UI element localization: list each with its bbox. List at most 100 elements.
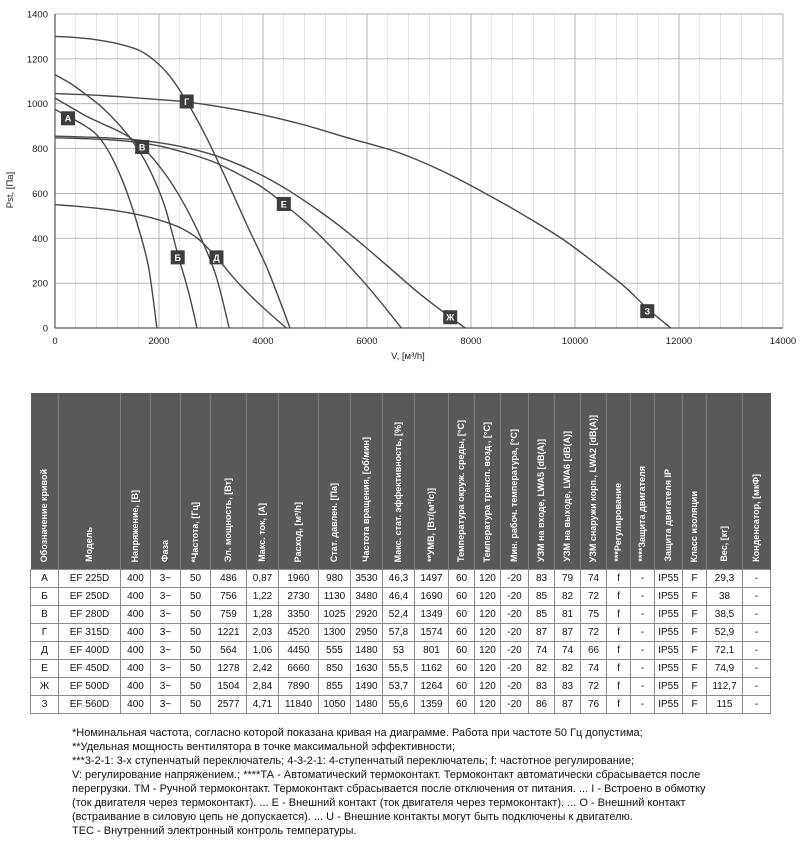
- table-row: З EF 560D 400 3~ 50 2577 4,71 11840 1050 1480 55,6…: [30, 695, 771, 714]
- y-tick-label: 600: [32, 189, 48, 200]
- column-header: Класс изоляции: [682, 393, 707, 570]
- table-cell: 1349: [414, 605, 449, 624]
- table-cell: 1504: [210, 677, 247, 696]
- table-cell: 2,84: [246, 677, 279, 696]
- svg-text:Е: Е: [281, 199, 287, 209]
- table-cell: 120: [474, 569, 501, 588]
- x-tick-label: 0: [52, 336, 57, 347]
- table-cell: EF 400D: [58, 641, 121, 660]
- table-cell: 3530: [350, 569, 383, 588]
- table-cell: 1497: [414, 569, 449, 588]
- table-cell: 1050: [318, 695, 351, 714]
- curve-label-В: В: [135, 140, 150, 155]
- table-cell: 1690: [414, 587, 449, 606]
- table-cell: 120: [474, 677, 501, 696]
- column-header: Напряжение, [В]: [120, 393, 151, 570]
- table-cell: f: [606, 569, 631, 588]
- table-cell: -20: [500, 605, 529, 624]
- table-cell: 4450: [278, 641, 319, 660]
- column-header: Конденсатор, [мкФ]: [742, 393, 771, 570]
- spec-table-container: Обозначение кривой Модель Напряжение, [В] Ф…: [30, 393, 771, 714]
- table-cell: 2950: [350, 623, 383, 642]
- table-cell: 1162: [414, 659, 449, 678]
- column-header-label: Температура трансп. возд., [°C]: [482, 421, 492, 562]
- table-cell: EF 225D: [58, 569, 121, 588]
- svg-text:Ж: Ж: [445, 313, 455, 323]
- table-cell: IP55: [654, 587, 683, 606]
- column-header-label: Макс. стат. эффективность, [%]: [393, 421, 403, 562]
- y-axis-label: Pst, [Па]: [5, 172, 16, 208]
- table-cell: 756: [210, 587, 247, 606]
- table-cell: 7890: [278, 677, 319, 696]
- table-cell: 83: [528, 569, 555, 588]
- table-cell: 3~: [150, 641, 181, 660]
- table-cell: 74: [528, 641, 555, 660]
- column-header-label: Стат. давлен. [Па]: [329, 482, 339, 562]
- x-tick-label: 6000: [356, 336, 377, 347]
- table-cell: Ж: [30, 677, 59, 696]
- table-cell: EF 250D: [58, 587, 121, 606]
- table-cell: -: [630, 659, 655, 678]
- curve-В: [54, 97, 230, 329]
- table-cell: -: [630, 677, 655, 696]
- table-cell: 52,9: [706, 623, 743, 642]
- column-header-label: Мин. рабоч. температура, [°C]: [509, 428, 519, 562]
- table-cell: 1025: [318, 605, 351, 624]
- column-header-label: *Частота, [Гц]: [190, 501, 200, 562]
- table-cell: EF 560D: [58, 695, 121, 714]
- table-cell: 50: [180, 605, 211, 624]
- table-cell: -20: [500, 641, 529, 660]
- table-cell: 83: [528, 677, 555, 696]
- svg-text:Г: Г: [184, 97, 189, 107]
- column-header: **УМВ, [Вт/(м³/с)]: [414, 393, 449, 570]
- table-cell: 120: [474, 659, 501, 678]
- table-cell: 1480: [350, 695, 383, 714]
- table-cell: 83: [554, 677, 581, 696]
- table-cell: EF 500D: [58, 677, 121, 696]
- table-cell: 4,71: [246, 695, 279, 714]
- column-header: Стат. давлен. [Па]: [318, 393, 351, 570]
- column-header-label: УЗМ на выходе, LWA6 [dB(A)]: [562, 431, 572, 562]
- table-cell: Б: [30, 587, 59, 606]
- table-row: Д EF 400D 400 3~ 50 564 1,06 4450 555 1480 53 801 60…: [30, 641, 771, 660]
- table-cell: 1264: [414, 677, 449, 696]
- table-cell: 400: [120, 641, 151, 660]
- curve-label-Г: Г: [179, 94, 194, 109]
- column-header-label: **УМВ, [Вт/(м³/с)]: [426, 487, 436, 562]
- table-cell: 74: [580, 569, 607, 588]
- y-tick-label: 1200: [27, 54, 48, 65]
- table-cell: 72: [580, 677, 607, 696]
- column-header-label: Защита двигателя IP: [663, 469, 673, 562]
- table-cell: 2730: [278, 587, 319, 606]
- table-cell: 850: [318, 659, 351, 678]
- table-cell: F: [682, 569, 707, 588]
- table-cell: 400: [120, 605, 151, 624]
- column-header: Макс. стат. эффективность, [%]: [382, 393, 415, 570]
- svg-text:А: А: [65, 114, 72, 124]
- column-header: Защита двигателя IP: [654, 393, 683, 570]
- x-axis-label: V, [м³/h]: [391, 351, 425, 362]
- table-cell: Е: [30, 659, 59, 678]
- table-cell: 82: [554, 587, 581, 606]
- table-cell: А: [30, 569, 59, 588]
- table-cell: -: [630, 695, 655, 714]
- table-cell: -20: [500, 659, 529, 678]
- table-cell: 50: [180, 641, 211, 660]
- table-cell: 3~: [150, 677, 181, 696]
- table-cell: EF 315D: [58, 623, 121, 642]
- table-cell: 3~: [150, 605, 181, 624]
- table-cell: 76: [580, 695, 607, 714]
- table-cell: 112,7: [706, 677, 743, 696]
- curve-Д: [54, 203, 287, 329]
- curve-Е: [54, 137, 402, 329]
- table-cell: 72: [580, 587, 607, 606]
- table-cell: 87: [528, 623, 555, 642]
- table-cell: IP55: [654, 569, 683, 588]
- table-cell: 1,06: [246, 641, 279, 660]
- table-cell: 3480: [350, 587, 383, 606]
- column-header-label: Расход, [м³/h]: [293, 501, 303, 562]
- table-cell: 2,03: [246, 623, 279, 642]
- table-cell: -: [742, 677, 771, 696]
- table-cell: 120: [474, 605, 501, 624]
- table-cell: 400: [120, 623, 151, 642]
